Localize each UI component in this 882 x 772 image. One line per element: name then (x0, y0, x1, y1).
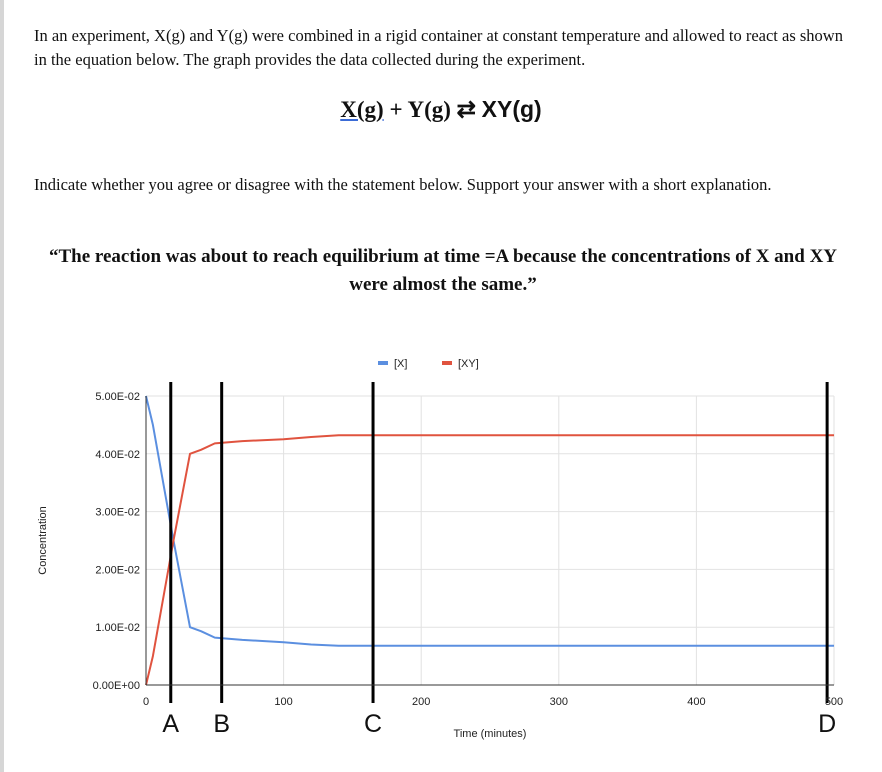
x-axis-title: Time (minutes) (454, 728, 527, 740)
y-tick-label: 4.00E-02 (95, 449, 140, 461)
chart-time-markers: A B C D (162, 382, 836, 738)
chart-axes: 0.00E+00 1.00E-02 2.00E-02 3.00E-02 4.00E-02… (37, 391, 843, 740)
y-axis-title: Concentration (37, 506, 49, 575)
x-tick-label: 300 (550, 696, 568, 708)
x-tick-label: 100 (274, 696, 292, 708)
x-tick-label: 400 (687, 696, 705, 708)
y-tick-label: 2.00E-02 (95, 564, 140, 576)
time-marker-label-c: C (364, 710, 382, 738)
equation-reactant-2: Y(g) (407, 97, 451, 122)
y-tick-label: 3.00E-02 (95, 507, 140, 519)
series-line-x (145, 395, 834, 647)
x-tick-label: 0 (143, 696, 149, 708)
legend-swatch-x (378, 361, 388, 365)
series-line-xy (145, 434, 834, 686)
chart-series (145, 395, 834, 686)
equation-plus: + (389, 97, 403, 122)
x-tick-label: 500 (825, 696, 843, 708)
legend-swatch-xy (442, 361, 452, 365)
page-left-border (0, 0, 4, 772)
chart-legend: [X] [XY] (378, 358, 479, 370)
legend-label-x: [X] (394, 358, 407, 370)
chart-grid (146, 395, 835, 685)
y-tick-label: 1.00E-02 (95, 622, 140, 634)
statement-quote: “The reaction was about to reach equilib… (48, 246, 838, 295)
x-tick-label: 200 (412, 696, 430, 708)
time-marker-label-a: A (162, 710, 179, 738)
time-marker-label-d: D (818, 710, 836, 738)
time-marker-label-b: B (213, 710, 230, 738)
y-tick-label: 0.00E+00 (93, 680, 140, 692)
concentration-chart: A B C D 0.00E+00 1.00E-02 2.00E-02 3.00E-02 4.0… (37, 358, 843, 740)
reaction-equation: X(g) + Y(g) ⇄ XY(g) (0, 96, 882, 123)
equilibrium-arrow-icon: ⇄ (456, 96, 476, 122)
equation-reactant-1: X(g) (340, 97, 384, 122)
prompt-paragraph: Indicate whether you agree or disagree w… (34, 175, 772, 194)
intro-paragraph: In an experiment, X(g) and Y(g) were com… (34, 26, 843, 69)
legend-label-xy: [XY] (458, 358, 479, 370)
y-tick-label: 5.00E-02 (95, 391, 140, 403)
equation-product: XY(g) (481, 96, 542, 122)
